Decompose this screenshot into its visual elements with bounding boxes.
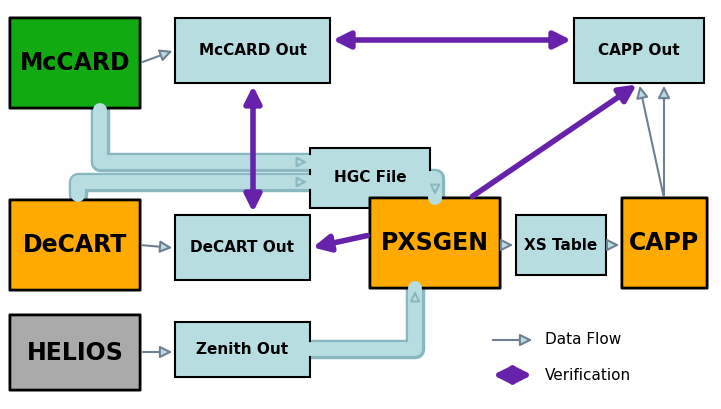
Text: McCARD: McCARD [19,51,131,75]
FancyBboxPatch shape [370,198,500,288]
Text: DeCART Out: DeCART Out [190,240,294,255]
FancyBboxPatch shape [310,148,430,208]
FancyBboxPatch shape [622,198,707,288]
Text: CAPP Out: CAPP Out [598,43,680,58]
FancyBboxPatch shape [516,215,606,275]
Text: Data Flow: Data Flow [545,333,622,348]
FancyBboxPatch shape [574,18,704,83]
Text: Zenith Out: Zenith Out [196,342,288,357]
FancyBboxPatch shape [175,18,330,83]
FancyBboxPatch shape [175,215,310,280]
FancyBboxPatch shape [10,18,140,108]
FancyBboxPatch shape [175,322,310,377]
Text: HGC File: HGC File [334,171,407,186]
Text: CAPP: CAPP [629,231,699,255]
Text: XS Table: XS Table [524,238,598,252]
Text: HELIOS: HELIOS [27,341,123,364]
Text: PXSGEN: PXSGEN [381,231,489,255]
Text: DeCART: DeCART [23,233,127,257]
FancyBboxPatch shape [10,315,140,390]
Text: Verification: Verification [545,368,631,382]
FancyBboxPatch shape [10,200,140,290]
Text: McCARD Out: McCARD Out [198,43,306,58]
